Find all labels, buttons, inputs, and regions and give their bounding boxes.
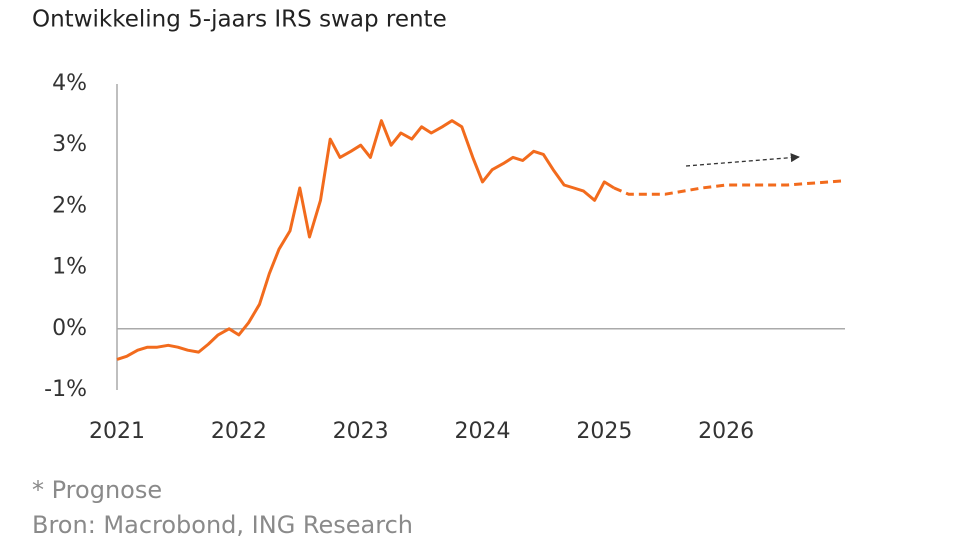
y-tick-label: 4% — [52, 71, 87, 96]
forecast-line — [613, 179, 846, 196]
y-tick-label: 1% — [52, 255, 87, 280]
x-tick-label: 2026 — [698, 419, 754, 444]
chart-title: Ontwikkeling 5-jaars IRS swap rente — [32, 7, 447, 33]
x-tick-label: 2022 — [211, 419, 267, 444]
x-tick-label: 2021 — [89, 419, 145, 444]
x-tick-label: 2023 — [333, 419, 389, 444]
trend-arrow — [685, 153, 800, 167]
x-tick-label: 2024 — [455, 419, 511, 444]
y-tick-label: 2% — [52, 193, 87, 218]
y-tick-label: 3% — [52, 132, 87, 157]
y-tick-label: -1% — [44, 377, 87, 402]
source: Bron: Macrobond, ING Research — [32, 511, 413, 539]
data-line — [116, 119, 615, 361]
x-tick-label: 2025 — [576, 419, 632, 444]
footnote: * Prognose — [32, 476, 162, 504]
y-tick-label: 0% — [52, 316, 87, 341]
